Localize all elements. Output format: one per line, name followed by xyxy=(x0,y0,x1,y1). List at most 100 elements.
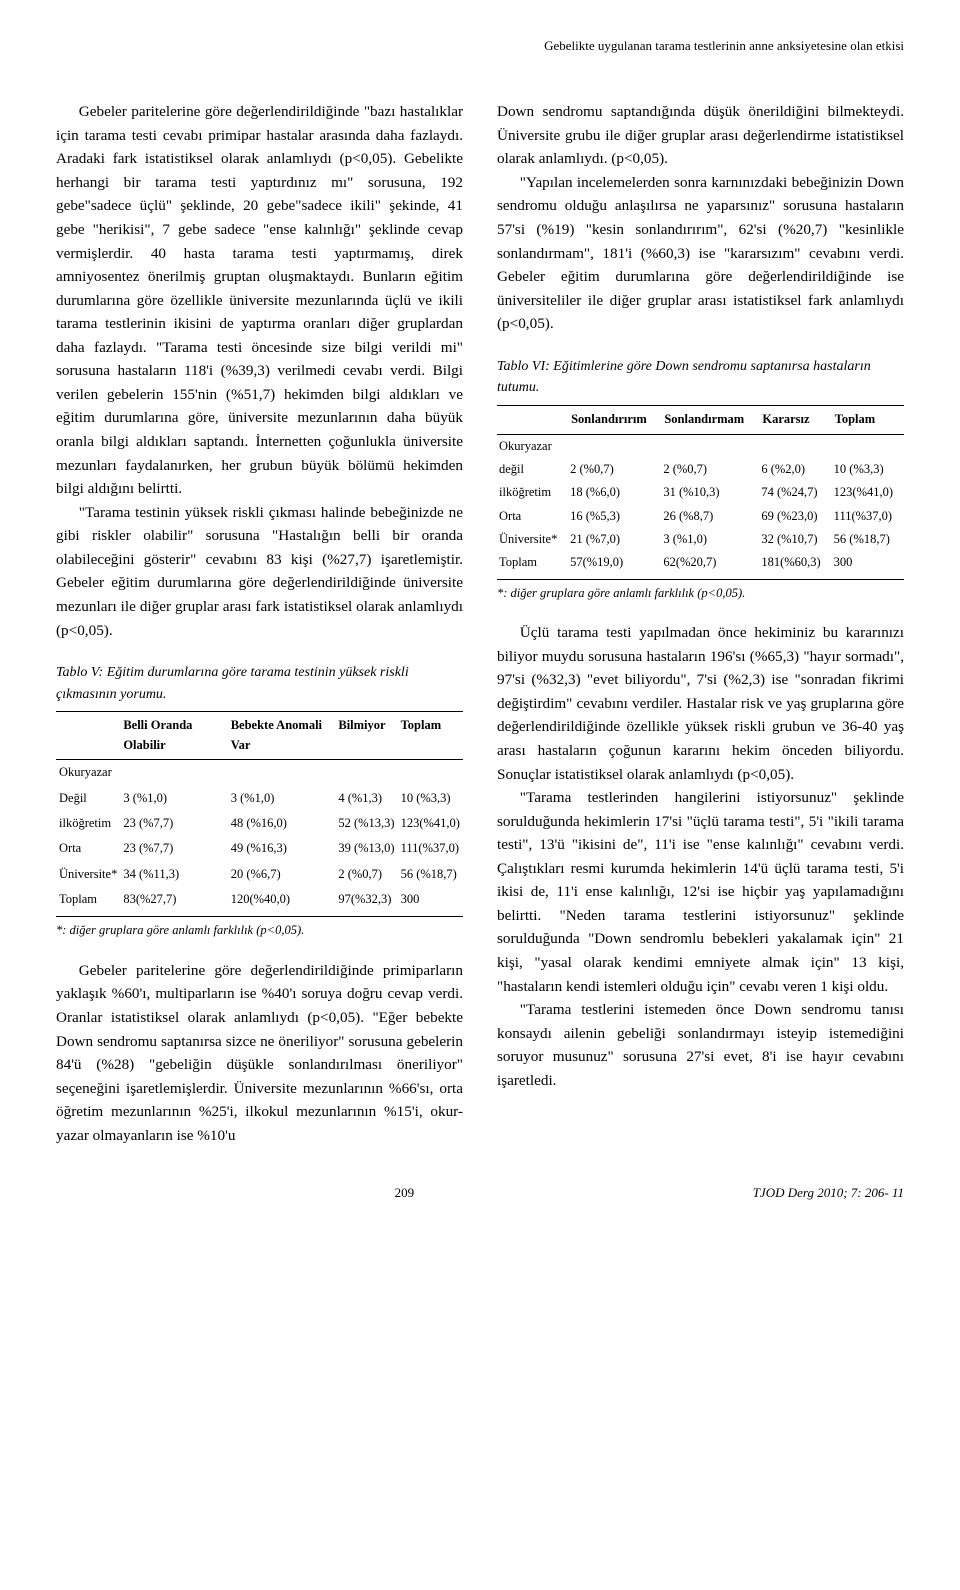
table-cell: Üniversite* xyxy=(56,862,120,887)
tvi-h4: Toplam xyxy=(832,406,904,434)
table-cell xyxy=(398,760,463,786)
table-row: Orta16 (%5,3)26 (%8,7)69 (%23,0)111(%37,… xyxy=(497,505,904,528)
table-cell: 181(%60,3) xyxy=(759,551,831,574)
table-cell: 10 (%3,3) xyxy=(398,786,463,811)
table-cell: 62(%20,7) xyxy=(661,551,759,574)
table-row: değil2 (%0,7)2 (%0,7)6 (%2,0)10 (%3,3) xyxy=(497,458,904,481)
table-row: ilköğretim18 (%6,0)31 (%10,3)74 (%24,7)1… xyxy=(497,481,904,504)
table-cell: 23 (%7,7) xyxy=(120,836,227,861)
table-row: Toplam83(%27,7)120(%40,0)97(%32,3)300 xyxy=(56,887,463,912)
table-cell xyxy=(335,760,397,786)
table-cell: ilköğretim xyxy=(56,811,120,836)
table-cell: Orta xyxy=(497,505,568,528)
table-vi-caption: Tablo VI: Eğitimlerine göre Down sendrom… xyxy=(497,356,904,399)
table-cell xyxy=(568,434,661,458)
table-cell: 6 (%2,0) xyxy=(759,458,831,481)
table-cell: Toplam xyxy=(56,887,120,912)
table-cell: 26 (%8,7) xyxy=(661,505,759,528)
table-cell: 48 (%16,0) xyxy=(228,811,336,836)
table-cell: 3 (%1,0) xyxy=(120,786,227,811)
table-cell: 57(%19,0) xyxy=(568,551,661,574)
left-column: Gebeler paritelerine göre değerlendirild… xyxy=(56,100,463,1147)
tv-h4: Toplam xyxy=(398,712,463,760)
table-row: Okuryazar xyxy=(497,434,904,458)
table-cell: 23 (%7,7) xyxy=(120,811,227,836)
table-cell xyxy=(759,434,831,458)
table-cell: değil xyxy=(497,458,568,481)
table-cell xyxy=(120,760,227,786)
running-head: Gebelikte uygulanan tarama testlerinin a… xyxy=(56,36,904,56)
table-vi-note: *: diğer gruplara göre anlamlı farklılık… xyxy=(497,584,904,603)
table-vi-body: Okuryazardeğil2 (%0,7)2 (%0,7)6 (%2,0)10… xyxy=(497,434,904,575)
table-cell: Okuryazar xyxy=(497,434,568,458)
table-cell: 300 xyxy=(398,887,463,912)
right-column: Down sendromu saptandığında düşük öneril… xyxy=(497,100,904,1147)
table-cell: Okuryazar xyxy=(56,760,120,786)
table-v: Belli Oranda Olabilir Bebekte Anomali Va… xyxy=(56,711,463,912)
table-v-note: *: diğer gruplara göre anlamlı farklılık… xyxy=(56,921,463,940)
table-cell: 97(%32,3) xyxy=(335,887,397,912)
table-cell: 123(%41,0) xyxy=(398,811,463,836)
table-cell: 32 (%10,7) xyxy=(759,528,831,551)
tvi-h0 xyxy=(497,406,568,434)
table-row: Üniversite*34 (%11,3)20 (%6,7)2 (%0,7)56… xyxy=(56,862,463,887)
journal-ref: TJOD Derg 2010; 7: 206- 11 xyxy=(753,1183,904,1203)
table-cell xyxy=(661,434,759,458)
table-cell: Üniversite* xyxy=(497,528,568,551)
table-cell: 300 xyxy=(832,551,904,574)
table-cell: 120(%40,0) xyxy=(228,887,336,912)
table-cell xyxy=(832,434,904,458)
table-cell: 3 (%1,0) xyxy=(228,786,336,811)
two-column-layout: Gebeler paritelerine göre değerlendirild… xyxy=(56,100,904,1147)
table-row: Orta23 (%7,7)49 (%16,3)39 (%13,0)111(%37… xyxy=(56,836,463,861)
tvi-h1: Sonlandırırım xyxy=(568,406,661,434)
right-para-4: "Tarama testlerinden hangilerini istiyor… xyxy=(497,786,904,998)
table-cell: 21 (%7,0) xyxy=(568,528,661,551)
table-cell: 16 (%5,3) xyxy=(568,505,661,528)
left-para-2: "Tarama testinin yüksek riskli çıkması h… xyxy=(56,501,463,642)
table-cell: 2 (%0,7) xyxy=(335,862,397,887)
table-row: Değil3 (%1,0)3 (%1,0)4 (%1,3)10 (%3,3) xyxy=(56,786,463,811)
tvi-h2: Sonlandırmam xyxy=(661,406,759,434)
table-cell: 74 (%24,7) xyxy=(759,481,831,504)
table-cell: 52 (%13,3) xyxy=(335,811,397,836)
table-row: ilköğretim23 (%7,7)48 (%16,0)52 (%13,3)1… xyxy=(56,811,463,836)
table-row: Okuryazar xyxy=(56,760,463,786)
table-cell: 4 (%1,3) xyxy=(335,786,397,811)
tv-h3: Bilmiyor xyxy=(335,712,397,760)
tv-h2: Bebekte Anomali Var xyxy=(228,712,336,760)
table-v-rule xyxy=(56,916,463,917)
table-cell: 34 (%11,3) xyxy=(120,862,227,887)
table-cell: Değil xyxy=(56,786,120,811)
table-cell: 10 (%3,3) xyxy=(832,458,904,481)
tv-h0 xyxy=(56,712,120,760)
table-cell: Orta xyxy=(56,836,120,861)
table-cell: 83(%27,7) xyxy=(120,887,227,912)
table-cell: 69 (%23,0) xyxy=(759,505,831,528)
table-cell: Toplam xyxy=(497,551,568,574)
table-cell: 2 (%0,7) xyxy=(568,458,661,481)
table-v-caption: Tablo V: Eğitim durumlarına göre tarama … xyxy=(56,662,463,705)
left-para-3: Gebeler paritelerine göre değerlendirild… xyxy=(56,959,463,1148)
table-row: Toplam57(%19,0)62(%20,7)181(%60,3)300 xyxy=(497,551,904,574)
right-para-5: "Tarama testlerini istemeden önce Down s… xyxy=(497,998,904,1092)
tvi-h3: Kararsız xyxy=(759,406,831,434)
right-para-2: "Yapılan incelemelerden sonra karnınızda… xyxy=(497,171,904,336)
table-cell: 56 (%18,7) xyxy=(398,862,463,887)
table-cell: 20 (%6,7) xyxy=(228,862,336,887)
table-cell: 39 (%13,0) xyxy=(335,836,397,861)
table-cell: 3 (%1,0) xyxy=(661,528,759,551)
table-vi-rule xyxy=(497,579,904,580)
table-cell: ilköğretim xyxy=(497,481,568,504)
right-para-3: Üçlü tarama testi yapılmadan önce hekimi… xyxy=(497,621,904,786)
table-cell: 123(%41,0) xyxy=(832,481,904,504)
table-cell xyxy=(228,760,336,786)
tv-h1: Belli Oranda Olabilir xyxy=(120,712,227,760)
page-footer: 209 TJOD Derg 2010; 7: 206- 11 xyxy=(56,1183,904,1203)
right-para-1: Down sendromu saptandığında düşük öneril… xyxy=(497,100,904,171)
table-cell: 49 (%16,3) xyxy=(228,836,336,861)
table-cell: 18 (%6,0) xyxy=(568,481,661,504)
table-cell: 111(%37,0) xyxy=(832,505,904,528)
table-cell: 2 (%0,7) xyxy=(661,458,759,481)
table-cell: 31 (%10,3) xyxy=(661,481,759,504)
